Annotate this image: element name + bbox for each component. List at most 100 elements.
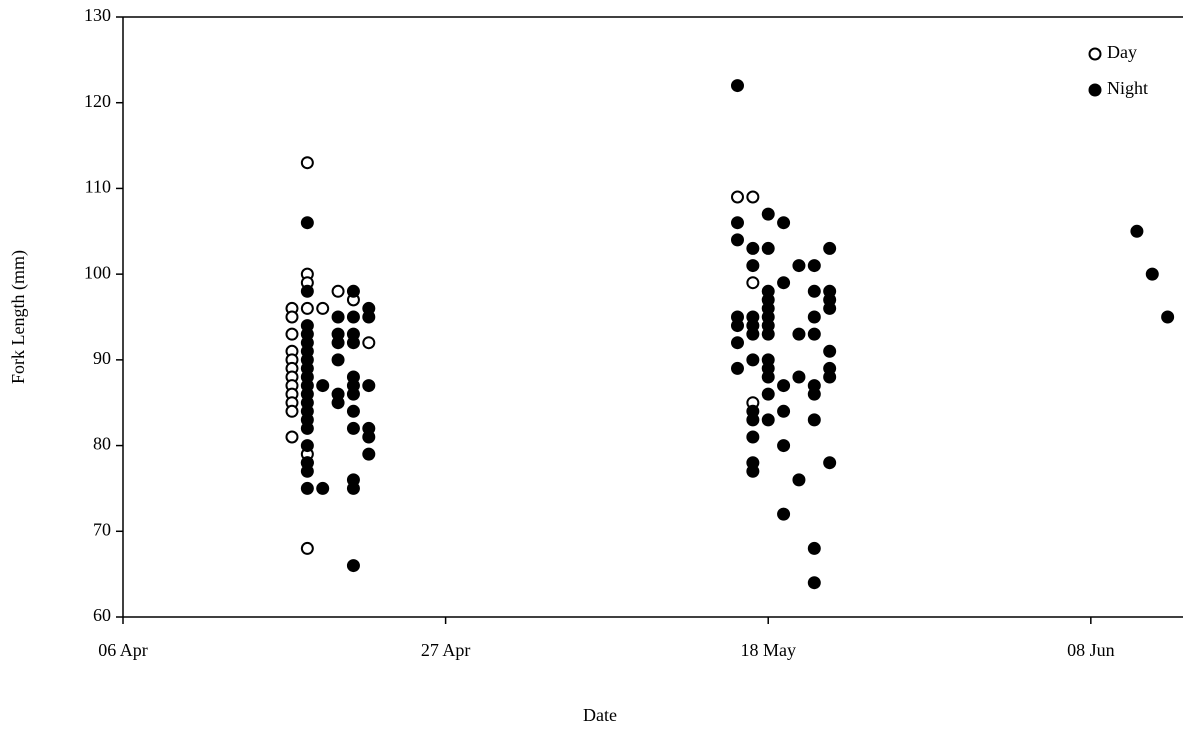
- point: [362, 447, 376, 461]
- point: [823, 370, 837, 384]
- point: [807, 541, 821, 555]
- point: [777, 379, 791, 393]
- point: [823, 241, 837, 255]
- y-tick-label: 60: [93, 605, 111, 625]
- point: [300, 541, 314, 555]
- point: [316, 301, 330, 315]
- point: [316, 379, 330, 393]
- point: [761, 207, 775, 221]
- point: [316, 481, 330, 495]
- point: [807, 413, 821, 427]
- point: [792, 473, 806, 487]
- point: [777, 276, 791, 290]
- point: [331, 284, 345, 298]
- point: [331, 310, 345, 324]
- point: [300, 421, 314, 435]
- point: [807, 387, 821, 401]
- point: [346, 421, 360, 435]
- point: [346, 310, 360, 324]
- y-axis-label: Fork Length (mm): [8, 250, 29, 384]
- y-tick-label: 130: [84, 5, 111, 25]
- point: [746, 327, 760, 341]
- point: [300, 481, 314, 495]
- point: [730, 336, 744, 350]
- point: [300, 464, 314, 478]
- point: [761, 370, 775, 384]
- point: [761, 241, 775, 255]
- point: [746, 464, 760, 478]
- point: [823, 456, 837, 470]
- point: [792, 327, 806, 341]
- point: [285, 404, 299, 418]
- point: [362, 379, 376, 393]
- point: [362, 310, 376, 324]
- point: [346, 284, 360, 298]
- point: [792, 370, 806, 384]
- point: [823, 344, 837, 358]
- point: [730, 216, 744, 230]
- point: [730, 79, 744, 93]
- point: [777, 439, 791, 453]
- point: [362, 430, 376, 444]
- y-tick-label: 90: [93, 348, 111, 368]
- point: [1161, 310, 1175, 324]
- point: [285, 310, 299, 324]
- point: [300, 301, 314, 315]
- point: [730, 233, 744, 247]
- point: [300, 439, 314, 453]
- point: [300, 216, 314, 230]
- point: [730, 190, 744, 204]
- point: [777, 507, 791, 521]
- point: [807, 576, 821, 590]
- point: [746, 259, 760, 273]
- y-tick-label: 100: [84, 262, 111, 282]
- x-tick-label: 27 Apr: [421, 640, 471, 660]
- point: [331, 396, 345, 410]
- point: [746, 241, 760, 255]
- y-tick-label: 80: [93, 434, 111, 454]
- point: [346, 387, 360, 401]
- y-tick-label: 110: [85, 177, 111, 197]
- x-tick-label: 18 May: [740, 640, 796, 660]
- point: [300, 156, 314, 170]
- point: [807, 284, 821, 298]
- point: [823, 301, 837, 315]
- point: [346, 404, 360, 418]
- point: [807, 259, 821, 273]
- point: [1130, 224, 1144, 238]
- point: [346, 336, 360, 350]
- point: [730, 361, 744, 375]
- point: [1145, 267, 1159, 281]
- point: [761, 387, 775, 401]
- point: [300, 284, 314, 298]
- legend-label: Day: [1107, 42, 1137, 62]
- point: [331, 353, 345, 367]
- point: [346, 481, 360, 495]
- legend-label: Night: [1107, 78, 1148, 98]
- y-tick-label: 70: [93, 519, 111, 539]
- point: [746, 430, 760, 444]
- point: [777, 216, 791, 230]
- point: [761, 327, 775, 341]
- x-tick-label: 06 Apr: [98, 640, 148, 660]
- point: [807, 327, 821, 341]
- point: [362, 336, 376, 350]
- x-axis-label: Date: [583, 705, 617, 725]
- y-tick-label: 120: [84, 91, 111, 111]
- point: [346, 559, 360, 573]
- point: [746, 353, 760, 367]
- point: [807, 310, 821, 324]
- point: [761, 413, 775, 427]
- point: [285, 430, 299, 444]
- legend-marker: [1088, 47, 1102, 61]
- point: [285, 327, 299, 341]
- legend-marker: [1088, 83, 1102, 97]
- point: [746, 413, 760, 427]
- point: [792, 259, 806, 273]
- point: [777, 404, 791, 418]
- point: [331, 336, 345, 350]
- x-tick-label: 08 Jun: [1067, 640, 1115, 660]
- point: [730, 319, 744, 333]
- point: [746, 190, 760, 204]
